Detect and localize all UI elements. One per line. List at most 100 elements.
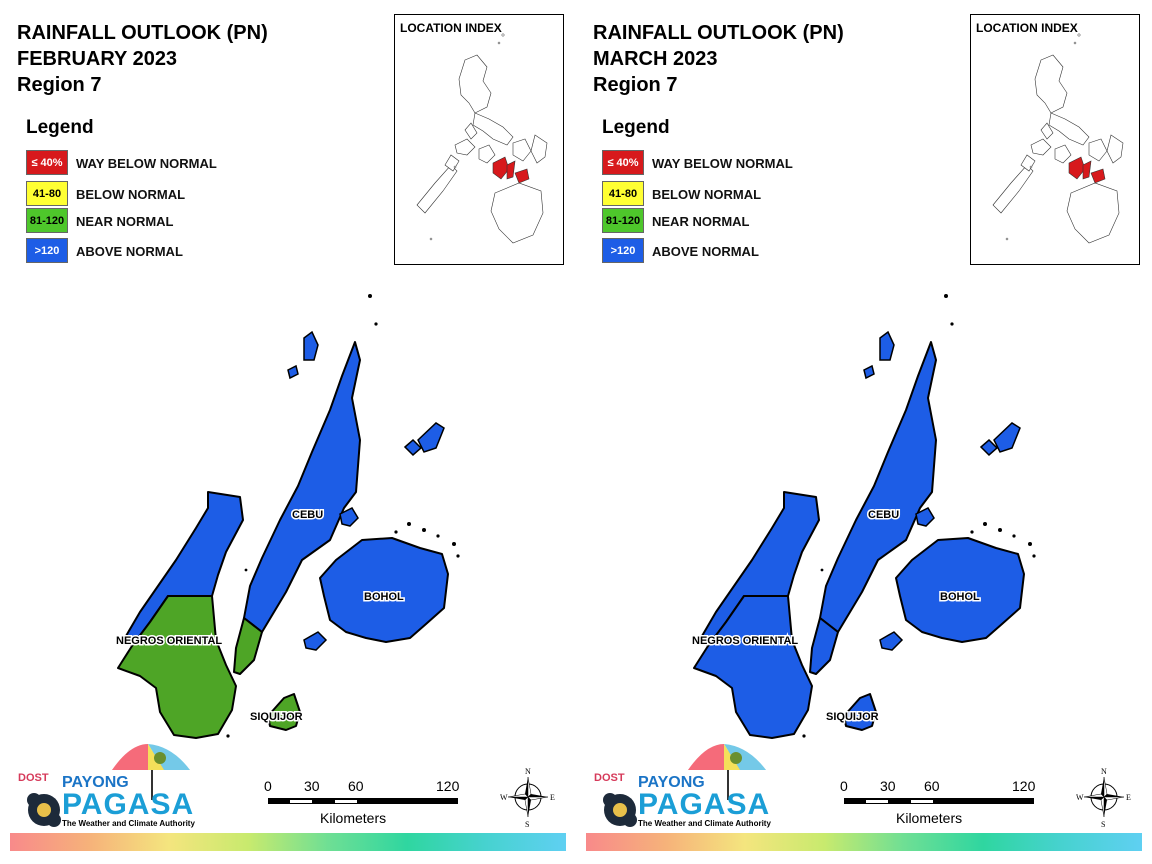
scale-tick: 60 <box>348 778 364 794</box>
color-bar-footer <box>10 833 566 851</box>
title-region: Region 7 <box>17 74 102 96</box>
label-cebu: CEBU <box>292 509 323 521</box>
region-7-map: CEBU BOHOL NEGROS ORIENTAL SIQUIJOR <box>115 294 460 739</box>
philippines-inset-map <box>992 33 1124 244</box>
payong-pagasa-logo: DOST PAYONG PAGASA The Weather and Clima… <box>14 740 204 832</box>
umbrella-icon <box>603 744 766 827</box>
scale-tick: 120 <box>436 778 460 794</box>
scale-tick: 30 <box>304 778 320 794</box>
legend-item-below-normal: 41-80 BELOW NORMAL <box>602 181 822 207</box>
logo-tagline: The Weather and Climate Authority <box>62 819 195 828</box>
region-7-highlight <box>1068 156 1106 184</box>
small-islands <box>863 330 1021 651</box>
legend-swatch: >120 <box>602 238 644 263</box>
logo-payong: PAYONG <box>62 774 129 791</box>
scale-tick: 30 <box>880 778 896 794</box>
map-title: RAINFALL OUTLOOK (PN) MARCH 2023 Region … <box>593 20 844 98</box>
label-siquijor: SIQUIJOR <box>826 711 879 723</box>
legend-swatch: ≤ 40% <box>26 150 68 175</box>
legend-label: NEAR NORMAL <box>652 214 750 229</box>
compass-rose: N E S W <box>1076 765 1132 829</box>
color-bar-footer <box>586 833 1142 851</box>
logo-payong: PAYONG <box>638 774 705 791</box>
scale-tick: 120 <box>1012 778 1036 794</box>
province-bohol <box>319 537 449 643</box>
location-index-title: LOCATION INDEX <box>976 21 1078 35</box>
rainfall-outlook-panel-2: RAINFALL OUTLOOK (PN) MARCH 2023 Region … <box>576 0 1152 864</box>
title-month: MARCH 2023 <box>593 48 718 70</box>
legend-item-way-below-normal: ≤ 40% WAY BELOW NORMAL <box>602 150 822 176</box>
rainfall-outlook-panel-1: RAINFALL OUTLOOK (PN) FEBRUARY 2023 Regi… <box>10 14 566 851</box>
legend-label: WAY BELOW NORMAL <box>652 156 793 171</box>
legend-label: WAY BELOW NORMAL <box>76 156 217 171</box>
map-title: RAINFALL OUTLOOK (PN) FEBRUARY 2023 Regi… <box>17 20 268 98</box>
compass-w: W <box>500 793 508 802</box>
title-line-1: RAINFALL OUTLOOK (PN) <box>593 22 844 44</box>
scale-tick: 0 <box>840 778 848 794</box>
title-line-1: RAINFALL OUTLOOK (PN) <box>17 22 268 44</box>
compass-s: S <box>525 820 529 829</box>
province-siquijor <box>267 693 301 731</box>
legend-swatch: 41-80 <box>602 181 644 206</box>
legend-swatch: 81-120 <box>602 208 644 233</box>
label-bohol: BOHOL <box>364 591 404 603</box>
legend-item-above-normal: >120 ABOVE NORMAL <box>26 238 246 264</box>
umbrella-icon <box>27 744 190 827</box>
label-siquijor: SIQUIJOR <box>250 711 303 723</box>
legend-label: BELOW NORMAL <box>76 187 186 202</box>
province-siquijor <box>843 693 877 731</box>
logo-dost: DOST <box>594 772 625 784</box>
region-7-map: CEBU BOHOL NEGROS ORIENTAL SIQUIJOR <box>691 294 1036 739</box>
title-region: Region 7 <box>593 74 678 96</box>
location-index-inset: LOCATION INDEX <box>394 14 564 265</box>
region-7-highlight <box>492 156 530 184</box>
legend-item-near-normal: 81-120 NEAR NORMAL <box>602 208 822 234</box>
scale-unit: Kilometers <box>896 810 963 826</box>
compass-icon: N E S W <box>1076 767 1131 829</box>
compass-icon: N E S W <box>500 767 555 829</box>
province-cebu-south <box>233 617 263 675</box>
logo-dost: DOST <box>18 772 49 784</box>
label-bohol: BOHOL <box>940 591 980 603</box>
legend-item-way-below-normal: ≤ 40% WAY BELOW NORMAL <box>26 150 246 176</box>
legend-label: NEAR NORMAL <box>76 214 174 229</box>
compass-n: N <box>525 767 531 776</box>
scale-bar: 0 30 60 120 Kilometers <box>836 778 1046 828</box>
legend-label: BELOW NORMAL <box>652 187 762 202</box>
scale-tick: 0 <box>264 778 272 794</box>
legend-item-near-normal: 81-120 NEAR NORMAL <box>26 208 246 234</box>
scale-bar: 0 30 60 120 Kilometers <box>260 778 470 828</box>
label-negros-oriental: NEGROS ORIENTAL <box>116 635 222 647</box>
location-index-inset: LOCATION INDEX <box>970 14 1140 265</box>
legend-item-above-normal: >120 ABOVE NORMAL <box>602 238 822 264</box>
compass-w: W <box>1076 793 1084 802</box>
legend-swatch: 81-120 <box>26 208 68 233</box>
logo-pagasa: PAGASA <box>62 788 195 821</box>
location-index-title: LOCATION INDEX <box>400 21 502 35</box>
province-cebu-south <box>809 617 839 675</box>
legend-label: ABOVE NORMAL <box>76 244 183 259</box>
province-negros-oriental-south <box>693 595 813 739</box>
legend-title: Legend <box>26 117 94 138</box>
logo-pagasa: PAGASA <box>638 788 771 821</box>
compass-e: E <box>1126 793 1131 802</box>
legend-swatch: 41-80 <box>26 181 68 206</box>
province-cebu-north <box>243 341 361 633</box>
legend-label: ABOVE NORMAL <box>652 244 759 259</box>
legend-item-below-normal: 41-80 BELOW NORMAL <box>26 181 246 207</box>
label-negros-oriental: NEGROS ORIENTAL <box>692 635 798 647</box>
compass-s: S <box>1101 820 1105 829</box>
province-cebu-north <box>819 341 937 633</box>
payong-pagasa-logo: DOST PAYONG PAGASA The Weather and Clima… <box>590 740 780 832</box>
label-cebu: CEBU <box>868 509 899 521</box>
legend-swatch: >120 <box>26 238 68 263</box>
title-month: FEBRUARY 2023 <box>17 48 178 70</box>
small-islands <box>287 330 445 651</box>
compass-e: E <box>550 793 555 802</box>
legend-title: Legend <box>602 117 670 138</box>
scale-tick: 60 <box>924 778 940 794</box>
compass-n: N <box>1101 767 1107 776</box>
province-bohol <box>895 537 1025 643</box>
logo-tagline: The Weather and Climate Authority <box>638 819 771 828</box>
compass-rose: N E S W <box>500 765 556 829</box>
